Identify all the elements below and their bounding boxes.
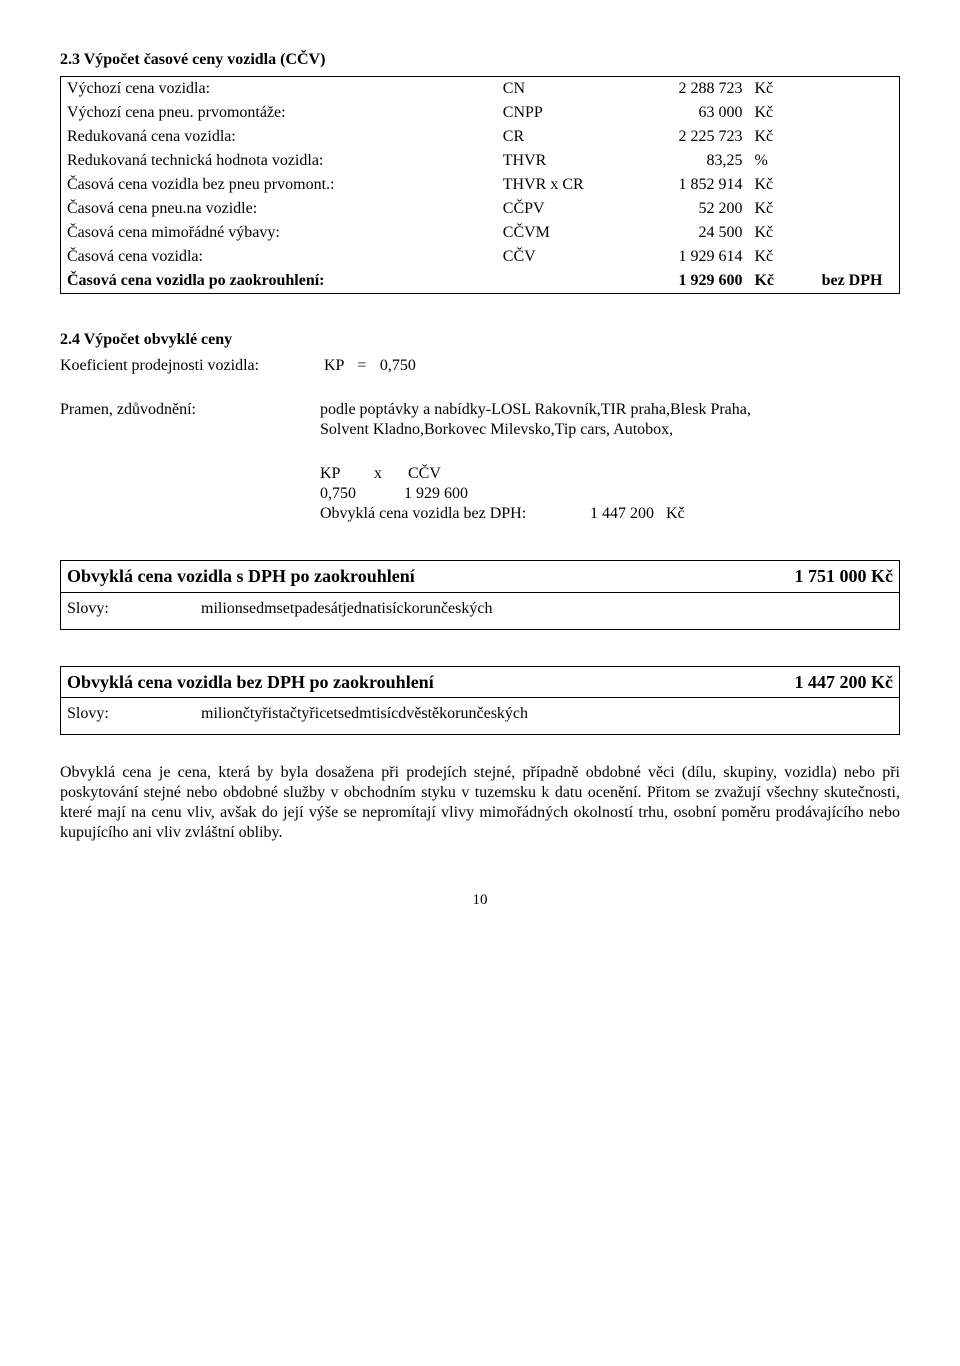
row-extra xyxy=(816,245,900,269)
row-label: Časová cena mimořádné výbavy: xyxy=(61,221,497,245)
row-extra xyxy=(816,197,900,221)
row-value: 63 000 xyxy=(614,101,748,125)
bold-code xyxy=(497,269,614,294)
page-number: 10 xyxy=(60,891,900,910)
row-label: Výchozí cena vozidla: xyxy=(61,77,497,102)
table-row: Časová cena vozidla:CČV1 929 614Kč xyxy=(61,245,900,269)
pramen-text-1: podle poptávky a nabídky-LOSL Rakovník,T… xyxy=(320,400,900,420)
row-code: CNPP xyxy=(497,101,614,125)
calc-bold-row: Časová cena vozidla po zaokrouhlení: 1 9… xyxy=(61,269,900,294)
result-dph-slovy-label: Slovy: xyxy=(67,599,197,619)
row-label: Redukovaná cena vozidla: xyxy=(61,125,497,149)
row-unit: Kč xyxy=(748,77,815,102)
row-code: CR xyxy=(497,125,614,149)
row-extra xyxy=(816,77,900,102)
bold-unit: Kč xyxy=(748,269,815,294)
row-extra xyxy=(816,149,900,173)
kp-eq: = xyxy=(348,356,376,376)
table-row: Časová cena vozidla bez pneu prvomont.:T… xyxy=(61,173,900,197)
row-code: CN xyxy=(497,77,614,102)
row-extra xyxy=(816,221,900,245)
row-label: Časová cena vozidla: xyxy=(61,245,497,269)
table-row: Redukovaná cena vozidla:CR2 225 723Kč xyxy=(61,125,900,149)
formula-ccv: CČV xyxy=(408,465,441,482)
bold-label: Časová cena vozidla po zaokrouhlení: xyxy=(61,269,497,294)
row-extra xyxy=(816,173,900,197)
result-bez-headline: Obvyklá cena vozidla bez DPH po zaokrouh… xyxy=(67,671,434,694)
row-value: 2 225 723 xyxy=(614,125,748,149)
row-code: CČV xyxy=(497,245,614,269)
row-extra xyxy=(816,101,900,125)
row-unit: Kč xyxy=(748,101,815,125)
table-row: Výchozí cena pneu. prvomontáže:CNPP63 00… xyxy=(61,101,900,125)
row-unit: % xyxy=(748,149,815,173)
row-unit: Kč xyxy=(748,197,815,221)
kp-value: 0,750 xyxy=(380,357,416,374)
result-dph-slovy: milionsedmsetpadesátjednatisíckorunčeský… xyxy=(201,600,492,617)
row-label: Výchozí cena pneu. prvomontáže: xyxy=(61,101,497,125)
row-code: THVR xyxy=(497,149,614,173)
table-row: Časová cena pneu.na vozidle:CČPV52 200Kč xyxy=(61,197,900,221)
row-value: 52 200 xyxy=(614,197,748,221)
row-label: Časová cena vozidla bez pneu prvomont.: xyxy=(61,173,497,197)
row-label: Časová cena pneu.na vozidle: xyxy=(61,197,497,221)
table-row: Redukovaná technická hodnota vozidla:THV… xyxy=(61,149,900,173)
row-value: 2 288 723 xyxy=(614,77,748,102)
row-label: Redukovaná technická hodnota vozidla: xyxy=(61,149,497,173)
pramen-block: Pramen, zdůvodnění: podle poptávky a nab… xyxy=(60,400,900,440)
kp-row: Koeficient prodejnosti vozidla: KP = 0,7… xyxy=(60,356,900,376)
result-box-dph: Obvyklá cena vozidla s DPH po zaokrouhle… xyxy=(60,560,900,630)
result-box-bez: Obvyklá cena vozidla bez DPH po zaokrouh… xyxy=(60,666,900,736)
bold-extra: bez DPH xyxy=(816,269,900,294)
row-code: CČVM xyxy=(497,221,614,245)
kp-code: KP xyxy=(324,357,344,374)
obvykla-unit: Kč xyxy=(666,505,685,522)
result-dph-value: 1 751 000 Kč xyxy=(795,565,894,588)
section-2-3-title: 2.3 Výpočet časové ceny vozidla (CČV) xyxy=(60,50,900,70)
formula-v2: 1 929 600 xyxy=(404,485,468,502)
result-dph-headline: Obvyklá cena vozidla s DPH po zaokrouhle… xyxy=(67,565,415,588)
row-unit: Kč xyxy=(748,173,815,197)
formula-x: x xyxy=(374,464,404,484)
result-bez-value: 1 447 200 Kč xyxy=(795,671,894,694)
row-value: 24 500 xyxy=(614,221,748,245)
pramen-label: Pramen, zdůvodnění: xyxy=(60,400,320,440)
result-bez-slovy-label: Slovy: xyxy=(67,704,197,724)
table-row: Výchozí cena vozidla:CN2 288 723Kč xyxy=(61,77,900,102)
formula-block: KP x CČV 0,750 1 929 600 Obvyklá cena vo… xyxy=(320,464,900,524)
result-bez-slovy: miliončtyřistačtyřicetsedmtisícdvěstěkor… xyxy=(201,705,528,722)
row-value: 1 929 614 xyxy=(614,245,748,269)
row-unit: Kč xyxy=(748,245,815,269)
row-value: 83,25 xyxy=(614,149,748,173)
row-unit: Kč xyxy=(748,125,815,149)
table-row: Časová cena mimořádné výbavy:CČVM24 500K… xyxy=(61,221,900,245)
formula-v1: 0,750 xyxy=(320,484,400,504)
row-value: 1 852 914 xyxy=(614,173,748,197)
explanation-paragraph: Obvyklá cena je cena, která by byla dosa… xyxy=(60,763,900,843)
row-code: CČPV xyxy=(497,197,614,221)
formula-kp: KP xyxy=(320,464,370,484)
pramen-text-2: Solvent Kladno,Borkovec Milevsko,Tip car… xyxy=(320,420,900,440)
row-code: THVR x CR xyxy=(497,173,614,197)
obvykla-label: Obvyklá cena vozidla bez DPH: xyxy=(320,504,560,524)
kp-label: Koeficient prodejnosti vozidla: xyxy=(60,356,320,376)
obvykla-value: 1 447 200 xyxy=(564,504,654,524)
row-extra xyxy=(816,125,900,149)
row-unit: Kč xyxy=(748,221,815,245)
calc-table-ccv: Výchozí cena vozidla:CN2 288 723KčVýchoz… xyxy=(60,76,900,294)
bold-value: 1 929 600 xyxy=(614,269,748,294)
section-2-4-title: 2.4 Výpočet obvyklé ceny xyxy=(60,330,900,350)
